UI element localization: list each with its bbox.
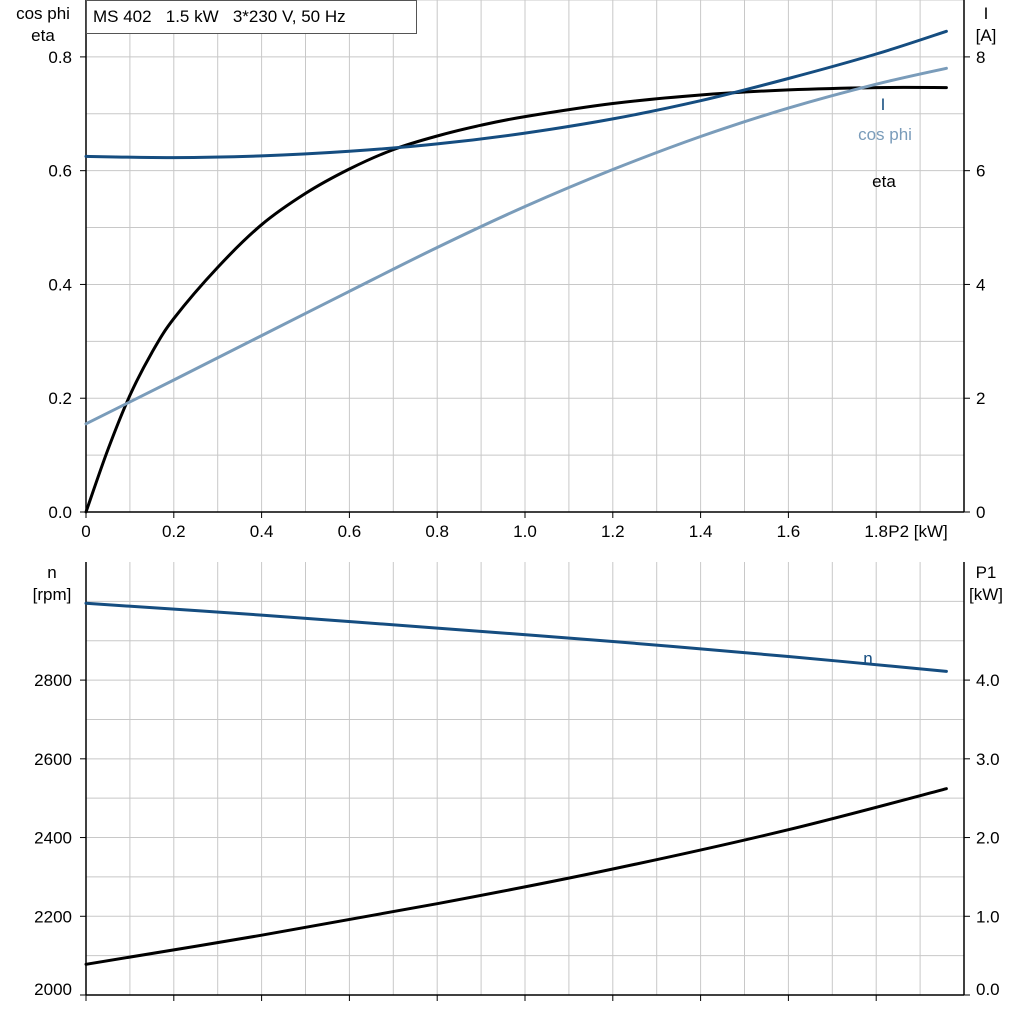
y-left-axis-title-line2: eta: [31, 26, 55, 45]
y-right-tick-label: 4.0: [976, 671, 1000, 690]
y-right-tick-label: 4: [976, 275, 985, 294]
y-right-tick-label: 6: [976, 162, 985, 181]
x-tick-label: 1.6: [777, 522, 801, 541]
y-left-axis-title-line1: cos phi: [16, 4, 70, 23]
y-left-tick-label: 2200: [34, 907, 72, 926]
x-tick-label: 1.2: [601, 522, 625, 541]
y-right-tick-label: 2: [976, 389, 985, 408]
x-tick-label: 0: [81, 522, 90, 541]
y-right-tick-label: 8: [976, 48, 985, 67]
y-right-axis-title-line1: I: [984, 4, 989, 23]
y-right-tick-label: 3.0: [976, 750, 1000, 769]
y-left-tick-label: 0.2: [48, 389, 72, 408]
y-right-axis-title-line1: P1: [976, 563, 997, 582]
bottom-chart-panel: 2000 2200 2400 2600 2800 0.0 1.0 2.0 3.0 4.0 n [rpm…: [33, 562, 1003, 1001]
y-left-tick-label: 2000: [34, 980, 72, 999]
series-line-n: [84, 601, 948, 673]
series-label-n: n: [863, 649, 872, 668]
y-left-axis-title-line2: [rpm]: [33, 585, 72, 604]
y-right-tick-label: 1.0: [976, 907, 1000, 926]
y-left-tick-label: 0.8: [48, 48, 72, 67]
series-line-i: [84, 29, 948, 160]
y-right-tick-label: 0.0: [976, 980, 1000, 999]
series-line-eta: [84, 85, 948, 514]
top-chart-panel: 0.0 0.2 0.4 0.6 0.8 0 2 4 6 8 cos phi eta I [A] 0 0.2 0.…: [16, 0, 996, 541]
x-tick-label: 0.2: [162, 522, 186, 541]
chart-title-box: [86, 0, 417, 34]
x-tick-label: 1.4: [689, 522, 713, 541]
y-right-axis-title-line2: [A]: [976, 26, 997, 45]
y-left-tick-label: 2400: [34, 829, 72, 848]
x-tick-label: 1.0: [513, 522, 537, 541]
y-left-tick-label: 0.0: [48, 503, 72, 522]
y-right-tick-label: 2.0: [976, 829, 1000, 848]
x-tick-label: 1.8: [864, 522, 888, 541]
x-axis-title: P2 [kW]: [888, 522, 948, 541]
y-left-tick-label: 0.6: [48, 162, 72, 181]
y-left-axis-title-line1: n: [47, 563, 56, 582]
x-tick-label: 0.4: [250, 522, 274, 541]
series-label-cos-phi: cos phi: [858, 125, 912, 144]
series-line-p1: [84, 787, 948, 966]
x-tick-label: 0.8: [425, 522, 449, 541]
series-label-eta: eta: [872, 172, 896, 191]
y-left-tick-label: 2800: [34, 671, 72, 690]
y-right-axis-title-line2: [kW]: [969, 585, 1003, 604]
series-line-cos-phi: [84, 66, 948, 426]
y-left-tick-label: 2600: [34, 750, 72, 769]
y-right-tick-label: 0: [976, 503, 985, 522]
chart-title: MS 402 1.5 kW 3*230 V, 50 Hz: [93, 7, 346, 26]
y-left-tick-label: 0.4: [48, 275, 72, 294]
series-label-i: I: [881, 95, 886, 114]
x-tick-label: 0.6: [338, 522, 362, 541]
